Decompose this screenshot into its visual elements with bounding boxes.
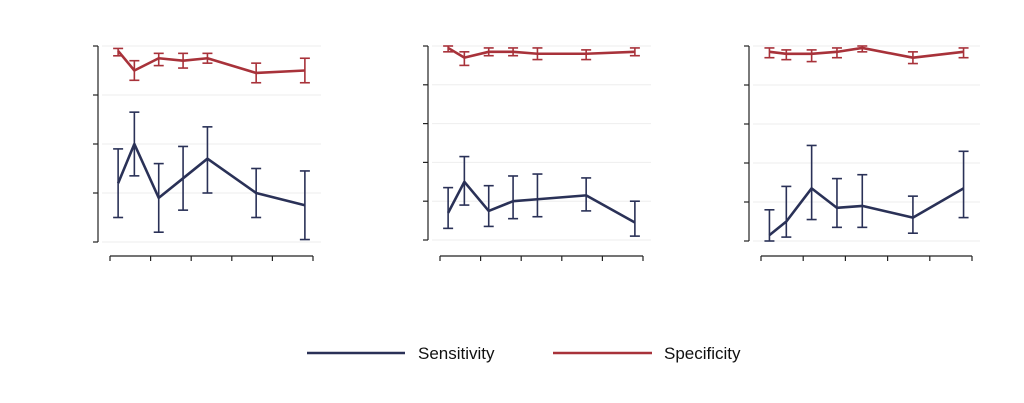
series-line-sensitivity bbox=[446, 180, 636, 224]
legend-label-specificity: Specificity bbox=[664, 344, 741, 363]
series-sensitivity bbox=[764, 144, 969, 242]
series-specificity bbox=[443, 45, 640, 67]
series-line-specificity bbox=[117, 50, 305, 75]
chart-panel-0 bbox=[93, 45, 321, 261]
legend-item-specificity: Specificity bbox=[553, 344, 741, 363]
legend-label-sensitivity: Sensitivity bbox=[418, 344, 495, 363]
series-specificity bbox=[764, 45, 969, 65]
series-specificity bbox=[113, 47, 310, 84]
chart-panels bbox=[93, 45, 980, 261]
series-line-sensitivity bbox=[768, 187, 965, 237]
chart-panel-2 bbox=[744, 45, 980, 261]
series-line-specificity bbox=[769, 46, 964, 60]
legend: Sensitivity Specificity bbox=[307, 344, 741, 363]
series-sensitivity bbox=[443, 155, 640, 237]
series-line-specificity bbox=[447, 46, 635, 59]
chart-panel-1 bbox=[423, 45, 651, 261]
series-sensitivity bbox=[113, 111, 310, 241]
legend-item-sensitivity: Sensitivity bbox=[307, 344, 495, 363]
series-line-sensitivity bbox=[116, 142, 306, 207]
